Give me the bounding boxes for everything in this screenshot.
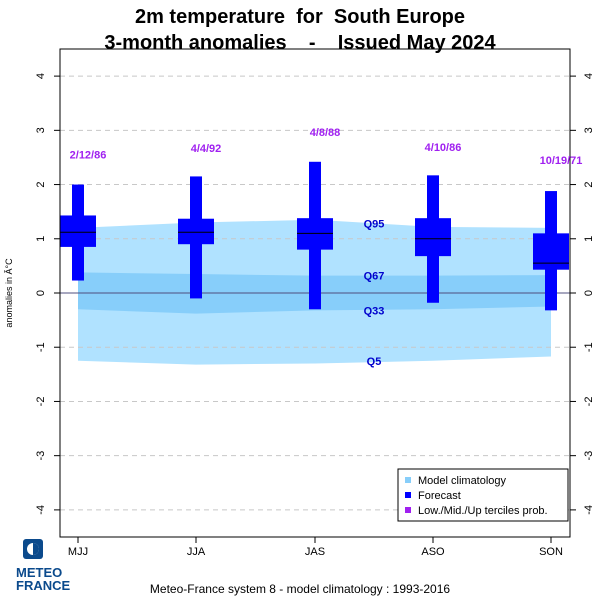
forecast-box xyxy=(533,233,569,270)
y-tick-label-left: 2 xyxy=(35,181,47,187)
y-tick-label-right: -1 xyxy=(583,342,595,352)
legend-swatch xyxy=(405,507,411,513)
y-axis-label: anomalies in Â°C xyxy=(4,258,14,328)
x-tick-label: SON xyxy=(539,546,563,558)
quantile-label: Q95 xyxy=(364,219,385,231)
footer-caption: Meteo-France system 8 - model climatolog… xyxy=(149,582,451,596)
legend-label: Low./Mid./Up terciles prob. xyxy=(418,505,548,517)
y-tick-label-right: 0 xyxy=(583,290,595,296)
forecast-box xyxy=(415,218,451,257)
y-tick-label-right: 2 xyxy=(583,181,595,187)
chart-labels: 2/12/86 4/4/92 4/8/88 4/10/86 10/19/71 Q95 Q67… xyxy=(70,127,583,368)
legend-label: Model climatology xyxy=(418,475,507,487)
tercile-probability-label: 4/8/88 xyxy=(310,127,341,139)
legend-swatch xyxy=(405,492,411,498)
y-tick-label-left: -3 xyxy=(35,451,47,461)
y-tick-label-left: 1 xyxy=(35,236,47,242)
tercile-probability-label: 10/19/71 xyxy=(540,155,583,167)
logo-text-line2: FRANCE xyxy=(16,578,71,593)
logo-emblem-icon xyxy=(23,539,43,559)
forecast-box xyxy=(297,218,333,250)
y-tick-label-left: -4 xyxy=(35,505,47,515)
axes: -4 -4 -3 -3 -2 -2 -1 -1 0 0 1 1 2 2 3 3 4 4 MJJ JJA JAS ASO SO… xyxy=(4,48,595,558)
y-tick-label-left: 0 xyxy=(35,290,47,296)
y-tick-label-right: -2 xyxy=(583,397,595,407)
quantile-label: Q33 xyxy=(364,305,385,317)
x-tick-label: ASO xyxy=(421,546,445,558)
y-tick-label-left: 3 xyxy=(35,127,47,133)
y-tick-label-left: -2 xyxy=(35,397,47,407)
x-tick-label: JJA xyxy=(187,546,206,558)
logo-text-line1: METEO xyxy=(16,565,63,580)
forecast-box xyxy=(60,215,96,247)
quantile-label: Q67 xyxy=(364,271,385,283)
y-tick-label-right: -4 xyxy=(583,505,595,515)
legend-swatch xyxy=(405,477,411,483)
legend-box xyxy=(397,468,569,522)
y-tick-label-right: 1 xyxy=(583,236,595,242)
x-tick-label: MJJ xyxy=(68,546,88,558)
forecast-box xyxy=(178,218,214,245)
tercile-probability-label: 4/10/86 xyxy=(425,142,462,154)
y-tick-label-right: 3 xyxy=(583,127,595,133)
legend-label: Forecast xyxy=(418,490,461,502)
x-tick-label: JAS xyxy=(305,546,325,558)
tercile-probability-label: 2/12/86 xyxy=(70,150,107,162)
y-tick-label-left: -1 xyxy=(35,342,47,352)
y-tick-label-left: 4 xyxy=(35,73,47,79)
chart-title-line1: 2m temperature for South Europe xyxy=(134,6,466,28)
forecast-boxes xyxy=(60,161,569,311)
quantile-label: Q5 xyxy=(367,356,382,368)
legend: Model climatology Forecast Low./Mid./Up te… xyxy=(397,468,569,522)
y-tick-label-right: 4 xyxy=(583,73,595,79)
meteo-france-logo: METEO FRANCE xyxy=(8,538,70,594)
tercile-probability-label: 4/4/92 xyxy=(191,143,222,155)
y-tick-label-right: -3 xyxy=(583,451,595,461)
